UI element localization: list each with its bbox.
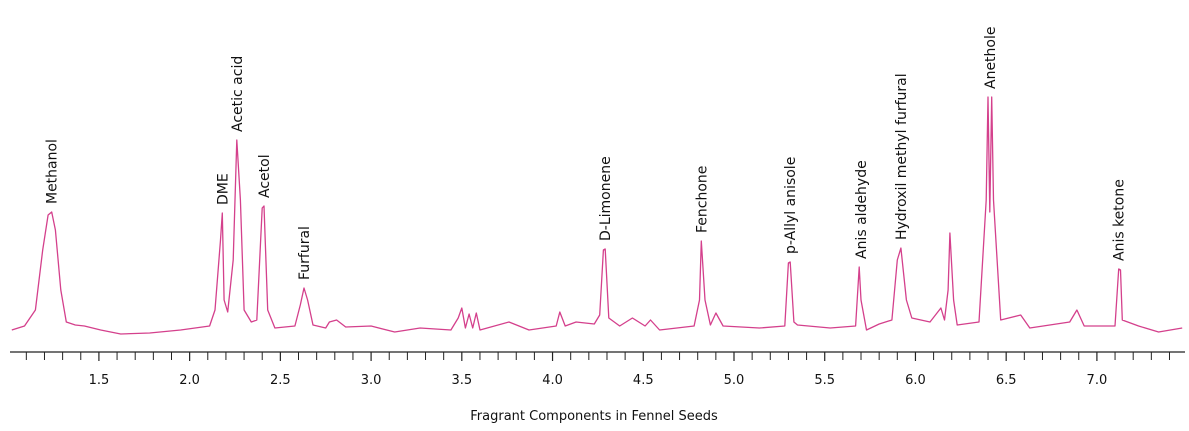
x-tick-label: 4.0: [542, 373, 563, 388]
peak-label: Acetic acid: [230, 56, 246, 132]
peak-label: Hydroxil methyl furfural: [894, 73, 910, 240]
peak-label: D-Limonene: [598, 156, 614, 241]
peak-label: Anis ketone: [1112, 179, 1128, 261]
peak-label: Acetol: [257, 154, 273, 198]
x-tick-label: 6.0: [905, 373, 926, 388]
x-tick-label: 4.5: [633, 373, 654, 388]
peak-label: Anethole: [983, 27, 999, 90]
x-tick-label: 3.5: [451, 373, 472, 388]
x-tick-label: 6.5: [996, 373, 1017, 388]
peak-label: Fenchone: [694, 166, 710, 233]
x-tick-label: 5.5: [814, 373, 835, 388]
peak-label: p-Allyl anisole: [783, 157, 799, 254]
chromatogram-line: [11, 96, 1183, 335]
peak-label: Methanol: [45, 139, 61, 204]
x-tick-label: 7.0: [1087, 373, 1108, 388]
x-tick-label: 1.5: [89, 373, 110, 388]
x-tick-label: 2.0: [179, 373, 200, 388]
peak-label: DME: [215, 173, 231, 205]
peak-label: Anis aldehyde: [854, 160, 870, 259]
x-tick-label: 3.0: [361, 373, 382, 388]
x-axis-title: Fragrant Components in Fennel Seeds: [470, 409, 718, 424]
peak-label: Furfural: [297, 226, 313, 280]
x-tick-label: 2.5: [270, 373, 291, 388]
x-tick-label: 5.0: [724, 373, 745, 388]
